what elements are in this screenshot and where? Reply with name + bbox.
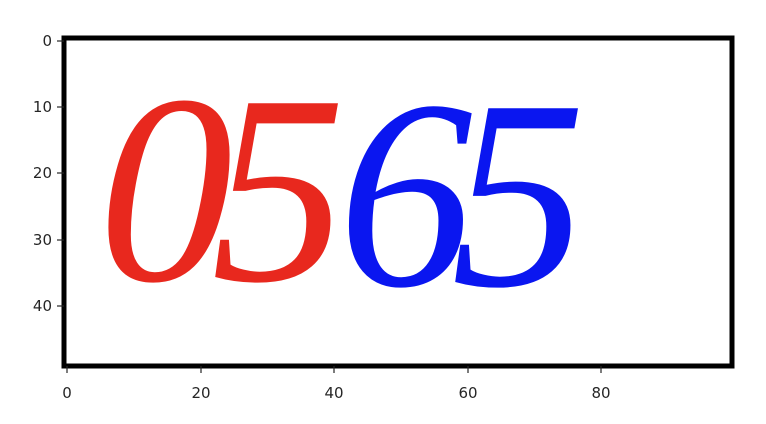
x-tick-label: 20 — [191, 384, 210, 402]
y-tick-label: 30 — [33, 231, 52, 249]
image-area — [64, 38, 732, 366]
y-tick-label: 40 — [33, 297, 52, 315]
image-frame — [61, 35, 735, 369]
blue-digits: 65 — [338, 45, 582, 344]
x-tick-label: 0 — [62, 384, 72, 402]
y-axis: 0 10 20 30 40 — [33, 32, 64, 315]
x-tick-label: 80 — [591, 384, 610, 402]
red-digits: 05 — [98, 40, 342, 339]
x-tick-label: 60 — [458, 384, 477, 402]
x-tick-label: 40 — [324, 384, 343, 402]
captcha-digits: 05 65 — [98, 40, 604, 344]
x-axis: 0 20 40 60 80 — [62, 366, 611, 402]
y-tick-label: 20 — [33, 164, 52, 182]
y-tick-label: 0 — [42, 32, 52, 50]
y-tick-label: 10 — [33, 98, 52, 116]
